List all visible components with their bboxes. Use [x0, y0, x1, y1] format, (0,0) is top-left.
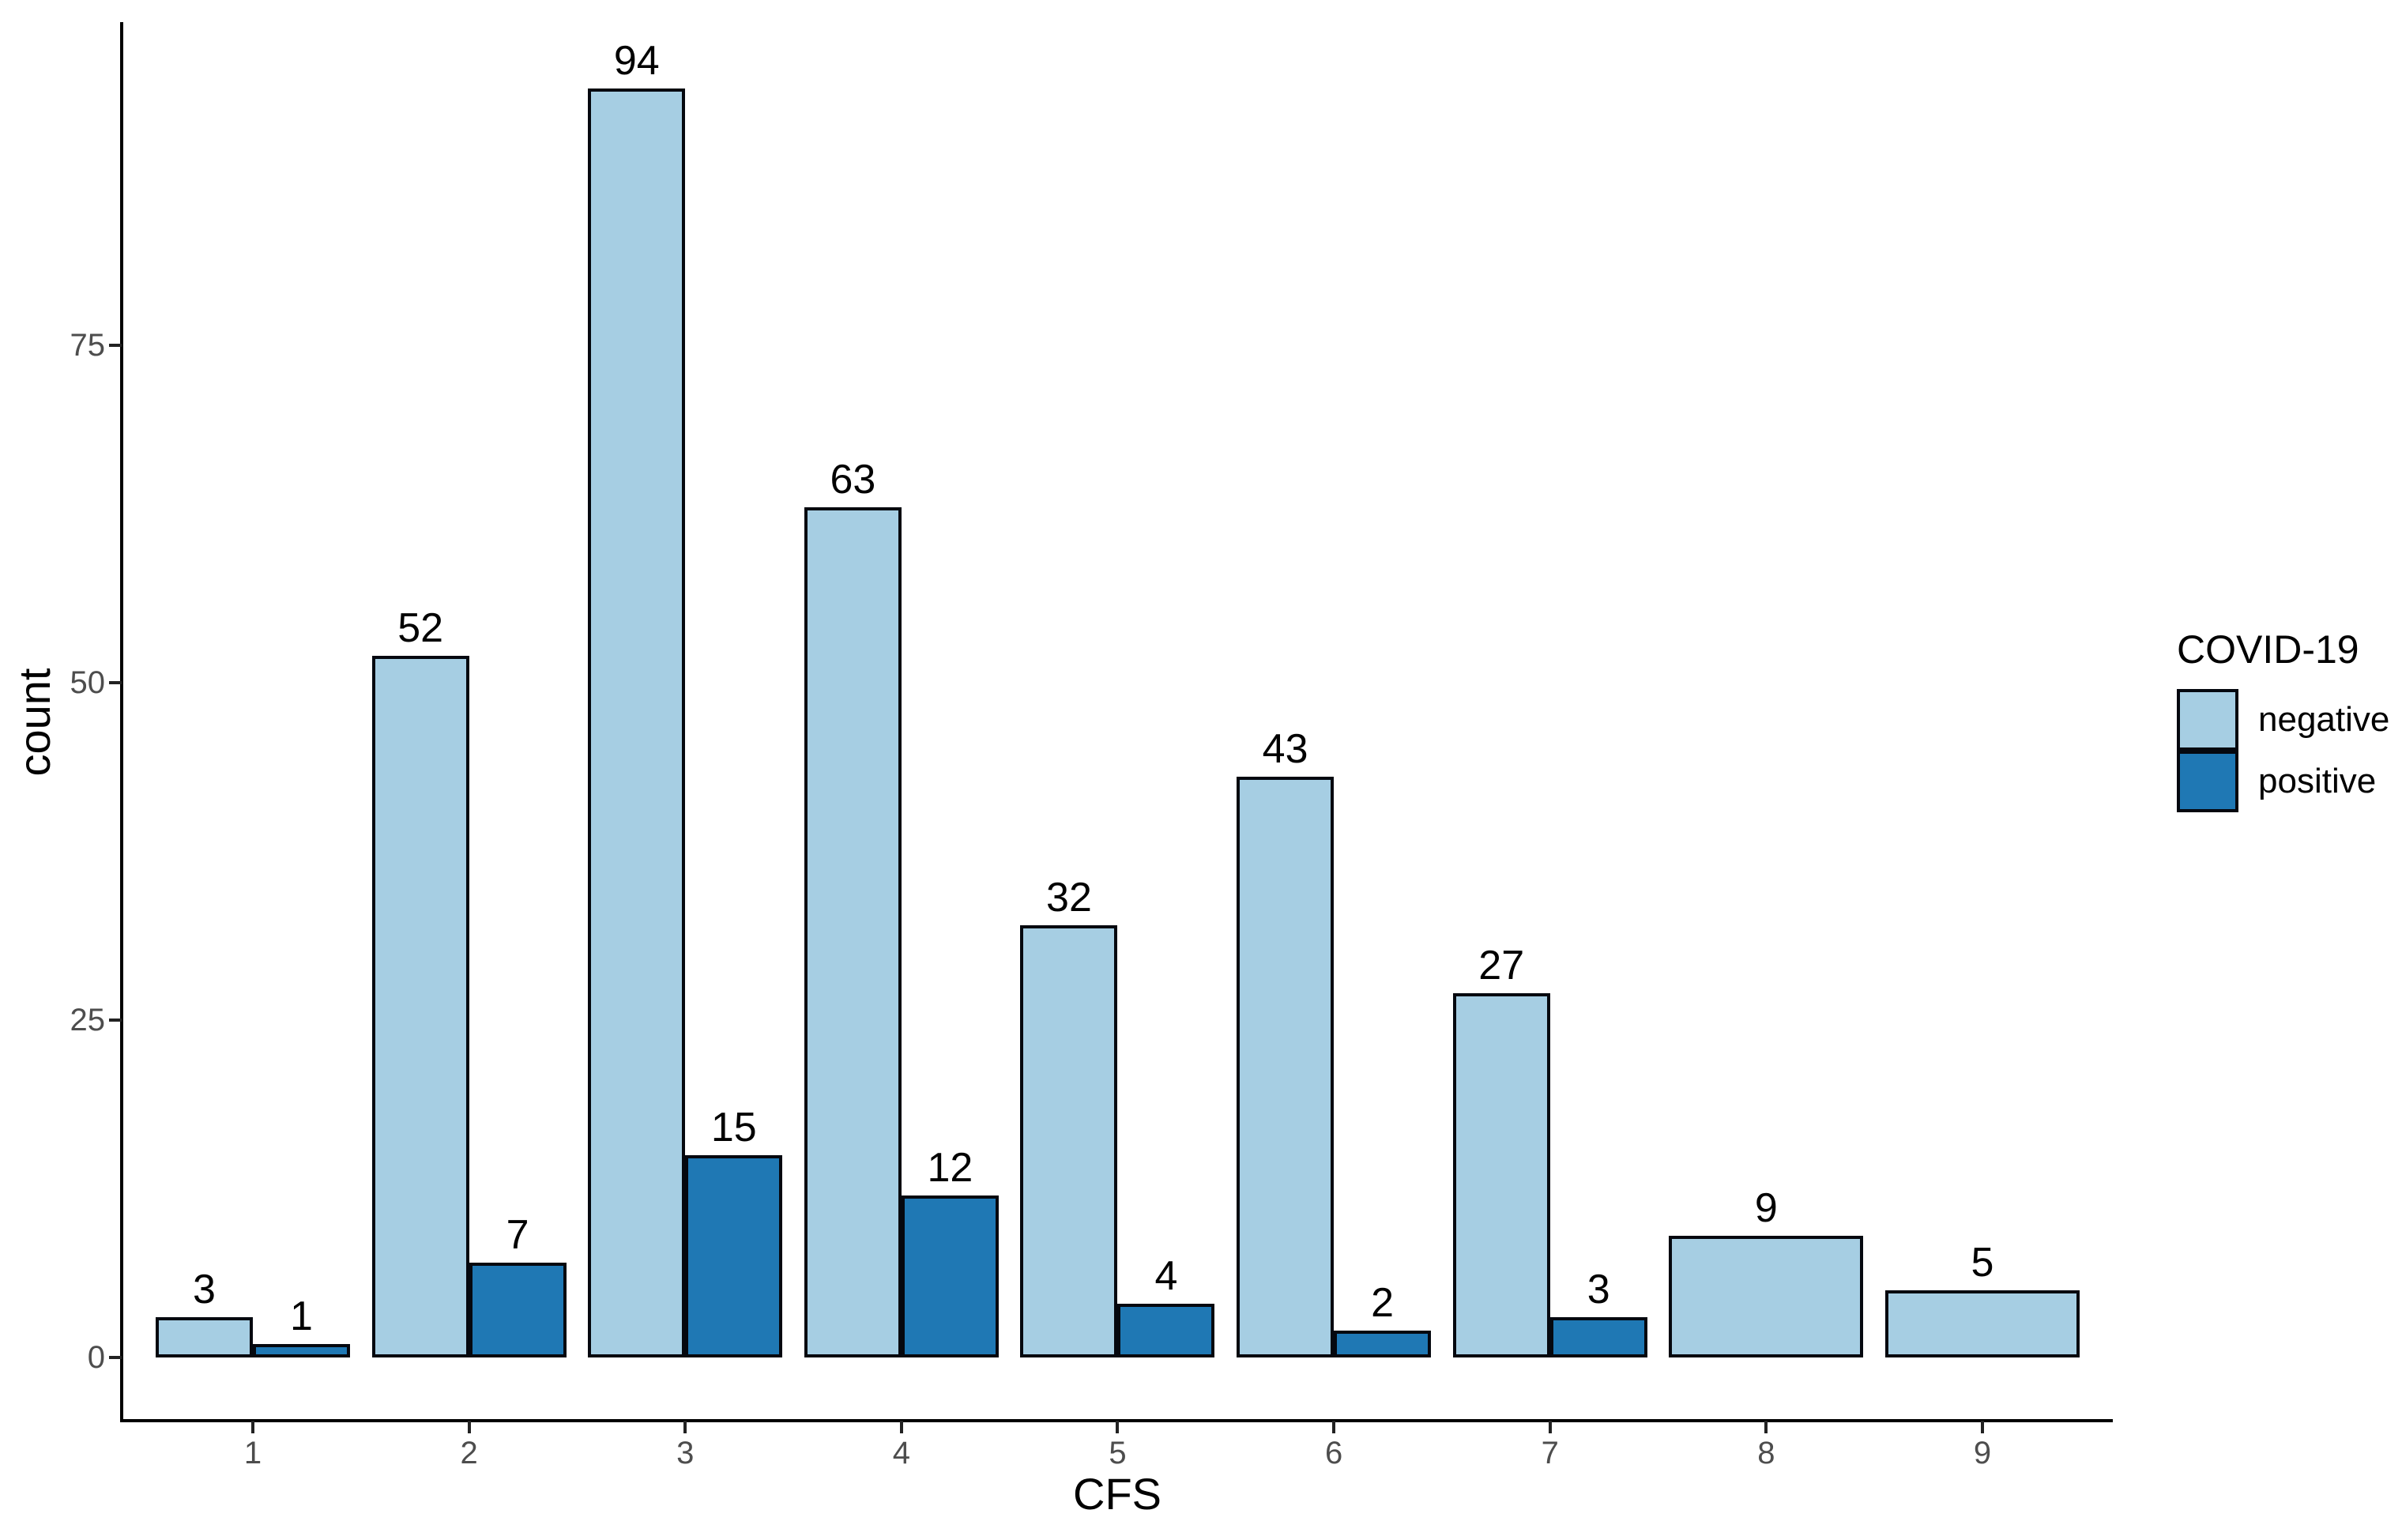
y-tick-mark: [109, 680, 122, 684]
bar-negative: [1237, 777, 1335, 1357]
x-tick-label: 7: [1541, 1436, 1559, 1470]
bar-positive: [253, 1343, 350, 1357]
bar-positive: [685, 1154, 783, 1357]
bar-positive: [1334, 1330, 1432, 1357]
x-axis-title: CFS: [1073, 1469, 1161, 1519]
y-axis-line: [120, 22, 123, 1422]
bar-negative: [1669, 1236, 1864, 1357]
bar-value-label: 9: [1754, 1185, 1778, 1232]
bar-value-label: 5: [1971, 1239, 1994, 1286]
bar-value-label: 3: [193, 1266, 216, 1312]
y-axis-title: count: [9, 668, 59, 777]
legend-label-negative: negative: [2258, 700, 2390, 739]
y-tick-label: 50: [70, 665, 106, 700]
legend-label-positive: positive: [2258, 762, 2377, 800]
x-tick-mark: [1332, 1421, 1336, 1433]
x-tick-label: 4: [892, 1436, 910, 1470]
bar-value-label: 15: [710, 1104, 757, 1150]
x-tick-label: 6: [1324, 1436, 1343, 1470]
legend-key-negative: [2177, 689, 2238, 751]
bar-negative: [1020, 925, 1118, 1357]
x-tick-mark: [1116, 1421, 1120, 1433]
x-tick-mark: [1764, 1421, 1768, 1433]
bar-negative: [1452, 992, 1550, 1357]
bar-negative: [1884, 1290, 2080, 1357]
legend-key-positive: [2177, 751, 2238, 812]
bar-value-label: 27: [1478, 942, 1525, 988]
bar-value-label: 12: [927, 1144, 973, 1191]
y-tick-label: 75: [70, 327, 106, 363]
bar-value-label: 4: [1154, 1252, 1178, 1299]
x-tick-label: 2: [460, 1436, 478, 1470]
x-tick-mark: [1548, 1421, 1552, 1433]
bar-value-label: 2: [1371, 1279, 1395, 1326]
bar-negative: [371, 655, 469, 1357]
bar-value-label: 3: [1587, 1266, 1610, 1312]
bar-positive: [1549, 1316, 1647, 1357]
x-tick-mark: [899, 1421, 903, 1433]
x-tick-mark: [1980, 1421, 1984, 1433]
x-tick-label: 9: [1973, 1436, 1992, 1470]
bar-value-label: 63: [830, 456, 876, 503]
x-tick-mark: [251, 1421, 254, 1433]
bar-value-label: 1: [290, 1293, 313, 1339]
x-tick-label: 1: [243, 1436, 262, 1470]
bar-positive: [901, 1195, 999, 1357]
bar-value-label: 94: [613, 38, 660, 84]
bar-value-label: 52: [397, 604, 444, 651]
x-tick-mark: [467, 1421, 471, 1433]
bar-value-label: 43: [1262, 726, 1308, 773]
x-tick-label: 5: [1109, 1436, 1127, 1470]
x-tick-label: 8: [1757, 1436, 1775, 1470]
y-tick-label: 25: [70, 1002, 106, 1037]
y-tick-mark: [109, 343, 122, 347]
bar-value-label: 32: [1046, 875, 1092, 921]
bar-value-label: 7: [506, 1212, 529, 1259]
bar-negative: [588, 88, 686, 1357]
bar-positive: [469, 1263, 567, 1357]
y-tick-label: 0: [87, 1340, 105, 1375]
y-tick-mark: [109, 1018, 122, 1022]
bar-negative: [804, 506, 902, 1357]
bar-positive: [1117, 1303, 1215, 1357]
legend-title: COVID-19: [2177, 627, 2359, 672]
bar-negative: [156, 1316, 253, 1357]
x-tick-label: 3: [676, 1436, 695, 1470]
x-tick-mark: [683, 1421, 687, 1433]
y-tick-mark: [109, 1356, 122, 1359]
